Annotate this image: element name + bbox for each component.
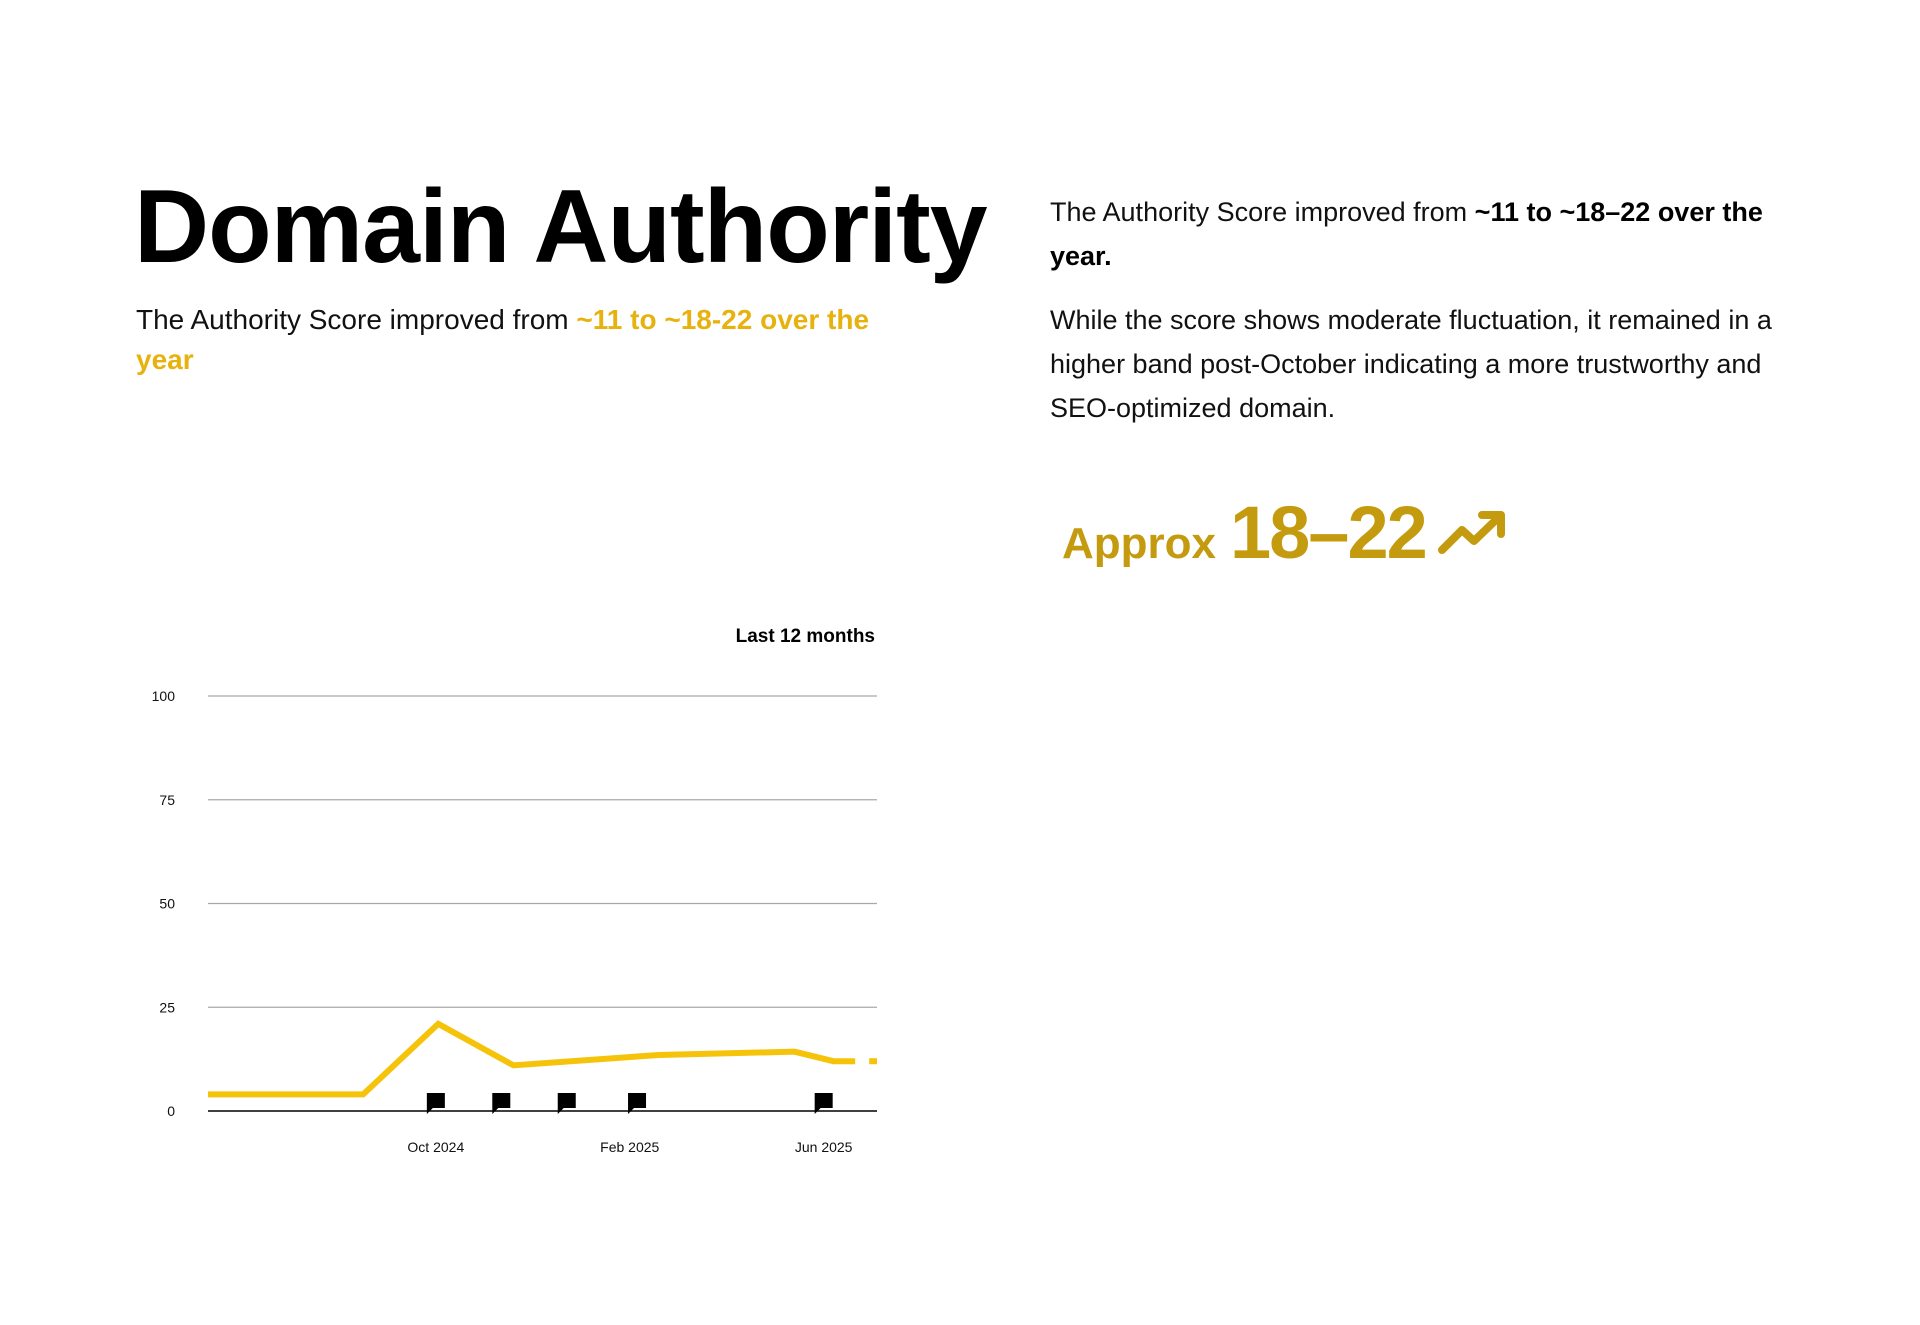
page-title: Domain Authority	[134, 169, 988, 285]
subtitle-highlight: ~11 to ~18-22 over the year	[136, 304, 870, 375]
y-tick-label: 75	[159, 792, 175, 808]
annotation-marker[interactable]	[492, 1093, 511, 1114]
y-axis-ticks: 0 25 50 75 100	[152, 688, 176, 1119]
annotation-marker[interactable]	[814, 1093, 833, 1114]
series-line-0	[208, 1020, 856, 1098]
grid-lines	[208, 695, 877, 1112]
subtitle-prefix: The Authority Score improved from	[136, 304, 577, 335]
x-tick-label: Feb 2025	[600, 1139, 659, 1155]
summary-prefix: The Authority Score improved from	[1050, 197, 1475, 227]
summary-bold: ~11 to ~18–22 over the year.	[1050, 197, 1763, 271]
x-tick-label: Oct 2024	[407, 1139, 464, 1155]
annotation-marker[interactable]	[628, 1093, 647, 1114]
approx-score: Approx 18–22	[1062, 490, 1510, 574]
summary-paragraph-1: The Authority Score improved from ~11 to…	[1050, 190, 1810, 278]
summary-paragraph-2: While the score shows moderate fluctuati…	[1050, 305, 1772, 423]
trending-up-icon	[1437, 511, 1505, 554]
y-tick-label: 50	[159, 896, 175, 912]
annotation-marker[interactable]	[426, 1093, 445, 1114]
annotation-marker[interactable]	[557, 1093, 576, 1114]
annotation-markers	[426, 1093, 833, 1114]
y-tick-label: 100	[152, 688, 176, 704]
summary-text: The Authority Score improved from ~11 to…	[1050, 190, 1810, 450]
y-tick-label: 25	[159, 999, 175, 1015]
period-label: Last 12 months	[735, 626, 875, 647]
page-subtitle: The Authority Score improved from ~11 to…	[136, 300, 876, 380]
x-axis-ticks: Oct 2024 Feb 2025 Jun 2025	[407, 1139, 852, 1155]
series-layer	[208, 1020, 877, 1098]
y-tick-label: 0	[167, 1103, 175, 1119]
approx-label: Approx	[1062, 519, 1216, 568]
x-tick-label: Jun 2025	[795, 1139, 853, 1155]
approx-value: 18–22	[1230, 491, 1428, 574]
